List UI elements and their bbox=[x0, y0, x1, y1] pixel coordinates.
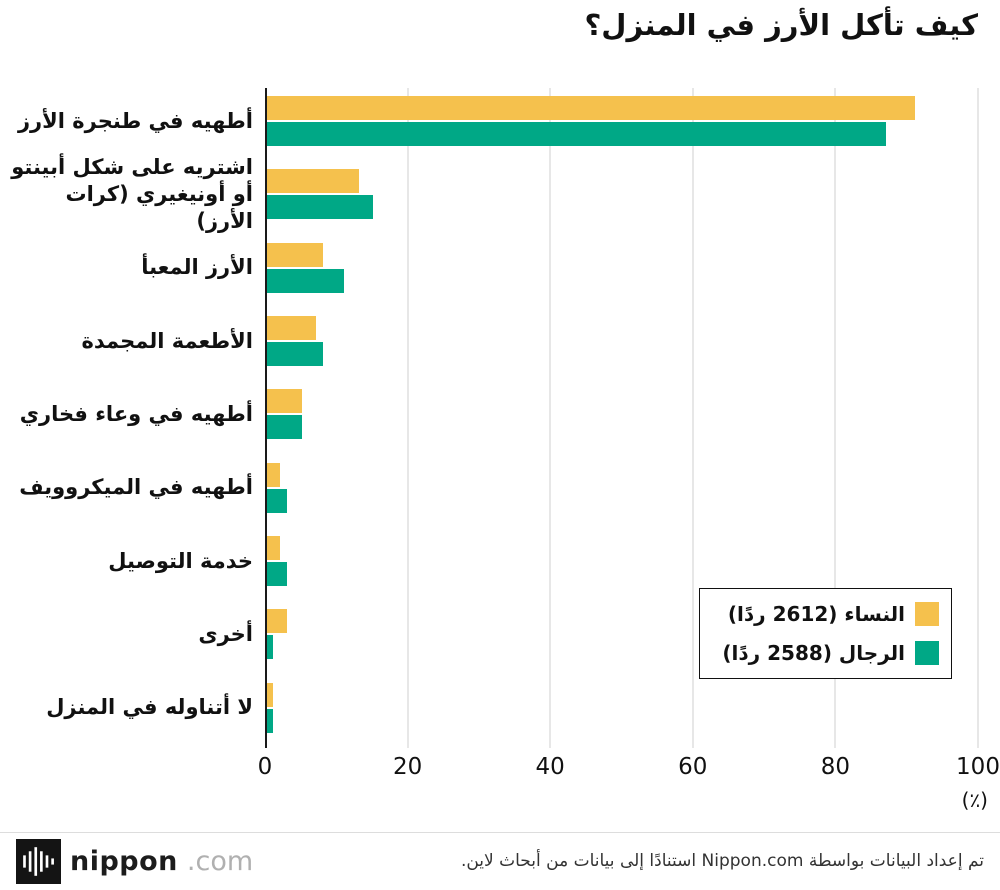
bar-women bbox=[266, 96, 915, 120]
bar-women bbox=[266, 242, 324, 267]
category-labels: أطهيه في طنجرة الأرز اشتريه على شكل أبينت… bbox=[10, 88, 253, 748]
gridline bbox=[692, 88, 694, 748]
attribution-text: تم إعداد البيانات بواسطة Nippon.com استن… bbox=[460, 850, 984, 871]
category-label: الأطعمة المجمدة bbox=[81, 328, 254, 353]
legend-swatch bbox=[915, 602, 939, 626]
bar-women bbox=[266, 462, 281, 487]
x-tick-label: 20 bbox=[392, 754, 423, 780]
x-axis: 0 20 40 60 80 100 bbox=[258, 754, 1000, 784]
x-tick-label: 40 bbox=[535, 754, 565, 780]
legend: النساء (2612 ردًا) الرجال (2588 ردًا) bbox=[699, 588, 952, 679]
bar-women bbox=[266, 609, 288, 634]
gridline bbox=[407, 88, 409, 748]
bar-women bbox=[266, 536, 281, 560]
category-label: لا أتناوله في المنزل bbox=[46, 695, 253, 720]
category-label: أخرى bbox=[198, 621, 253, 646]
x-tick-label: 80 bbox=[820, 754, 851, 780]
brand-suffix: .com bbox=[186, 846, 254, 877]
bar-women bbox=[266, 316, 316, 340]
bar-men bbox=[266, 708, 274, 733]
bar-men bbox=[266, 415, 302, 440]
bar-women bbox=[266, 169, 359, 194]
legend-label: الرجال (2588 ردًا) bbox=[722, 641, 905, 665]
brand: nippon .com bbox=[16, 839, 253, 884]
x-tick-label: 0 bbox=[257, 754, 273, 780]
gridline bbox=[834, 88, 836, 748]
bar-men bbox=[266, 268, 345, 293]
gridline bbox=[549, 88, 551, 748]
bar-men bbox=[266, 195, 373, 220]
plot-area bbox=[265, 88, 979, 748]
bar-men bbox=[266, 562, 288, 586]
category-label: أطهيه في طنجرة الأرز bbox=[17, 108, 253, 133]
legend-label: النساء (2612 ردًا) bbox=[727, 602, 905, 626]
axis-unit-label: (٪) bbox=[961, 788, 988, 812]
legend-item: الرجال (2588 ردًا) bbox=[712, 641, 939, 665]
brand-name: nippon bbox=[70, 846, 178, 877]
category-label: خدمة التوصيل bbox=[108, 548, 253, 573]
category-label: الأرز المعبأ bbox=[141, 255, 253, 280]
legend-swatch bbox=[915, 641, 939, 665]
bar-men bbox=[266, 342, 324, 366]
chart-title: كيف تأكل الأرز في المنزل؟ bbox=[584, 8, 978, 42]
bar-men bbox=[266, 488, 288, 513]
footer: nippon .com تم إعداد البيانات بواسطة Nipp… bbox=[0, 832, 1000, 890]
bar-men bbox=[266, 122, 887, 146]
category-label: أطهيه في الميكروويف bbox=[19, 475, 253, 500]
nippon-logo-icon bbox=[16, 839, 61, 884]
x-tick-label: 100 bbox=[956, 754, 1000, 780]
bar-women bbox=[266, 389, 302, 414]
gridline bbox=[977, 88, 979, 748]
category-label: اشتريه على شكل أبينتو أو أونيغيري (كرات … bbox=[11, 154, 253, 234]
bar-men bbox=[266, 635, 274, 660]
y-axis-line bbox=[265, 88, 267, 748]
x-tick-label: 60 bbox=[678, 754, 708, 780]
bar-women bbox=[266, 682, 274, 707]
legend-item: النساء (2612 ردًا) bbox=[712, 602, 939, 626]
category-label: أطهيه في وعاء فخاري bbox=[19, 401, 253, 426]
